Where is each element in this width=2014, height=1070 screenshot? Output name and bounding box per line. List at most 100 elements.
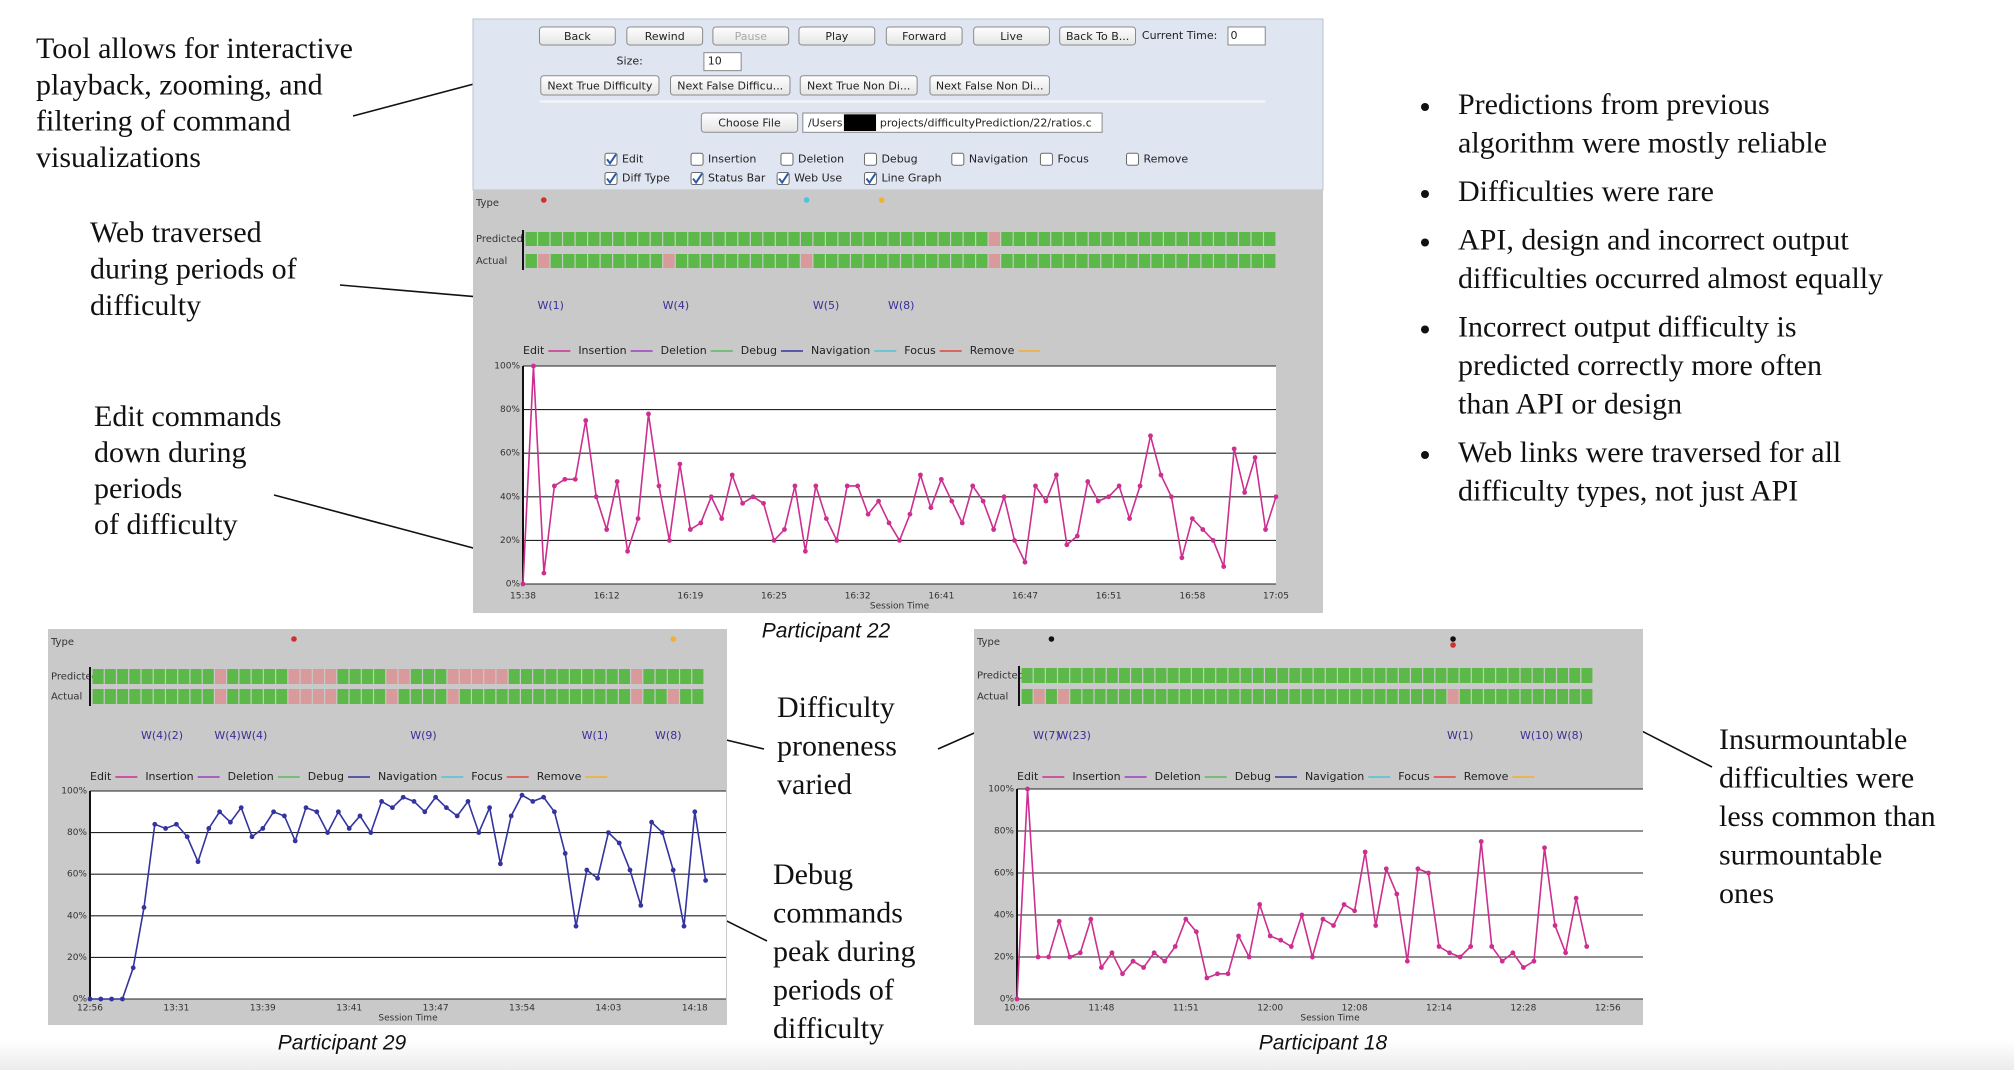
button-label[interactable]: Next False Non Di... <box>936 79 1044 92</box>
data-point <box>109 996 114 1002</box>
checkbox-label[interactable]: Edit <box>622 152 644 165</box>
status-segment <box>1239 254 1251 268</box>
button-label[interactable]: Forward <box>902 30 946 43</box>
checkbox-label[interactable]: Diff Type <box>622 172 670 185</box>
x-tick-label: 12:08 <box>1342 1004 1368 1014</box>
button-frame[interactable] <box>973 26 1050 46</box>
button-frame[interactable] <box>538 26 616 46</box>
button[interactable]: Play <box>798 26 876 46</box>
button-label[interactable]: Next False Difficu... <box>677 79 783 92</box>
button-frame[interactable] <box>540 75 660 96</box>
checkbox-label[interactable]: Debug <box>881 152 917 165</box>
checkbox-box[interactable] <box>780 152 794 166</box>
button-label[interactable]: Next True Non Di... <box>807 79 910 92</box>
checkbox-box[interactable] <box>1126 152 1140 166</box>
data-point <box>991 527 997 532</box>
checkbox-check[interactable] <box>606 172 617 185</box>
button-frame[interactable] <box>799 75 918 96</box>
status-segment <box>625 232 638 246</box>
status-segment <box>1101 232 1113 246</box>
button-label[interactable]: Pause <box>735 30 768 43</box>
button[interactable]: Live <box>973 26 1050 46</box>
checkbox-box[interactable] <box>690 152 704 166</box>
data-point <box>761 500 766 506</box>
checkbox-label[interactable]: Web Use <box>794 172 842 185</box>
button-frame[interactable] <box>885 26 963 46</box>
status-segment <box>1338 689 1349 704</box>
status-segment <box>1191 668 1203 683</box>
status-segment <box>1581 668 1593 683</box>
button[interactable]: Next True Difficulty <box>540 75 660 96</box>
checkbox[interactable]: Remove <box>1126 152 1189 166</box>
button[interactable]: Back <box>538 26 616 46</box>
button[interactable]: Pause <box>712 26 790 46</box>
checkbox-label[interactable]: Navigation <box>969 152 1028 165</box>
button-frame[interactable] <box>700 112 799 133</box>
checkbox[interactable]: Edit <box>604 152 644 166</box>
button[interactable]: Forward <box>885 26 963 46</box>
size-input[interactable] <box>703 52 742 72</box>
current-time-label: Current Time: <box>1142 29 1217 42</box>
button-label[interactable]: Next True Difficulty <box>547 79 653 92</box>
bullet-dot <box>1421 103 1429 111</box>
checkbox-box[interactable] <box>1039 152 1053 166</box>
status-segment <box>650 254 663 268</box>
checkbox-label[interactable]: Focus <box>1057 152 1089 165</box>
checkbox-label[interactable]: Status Bar <box>708 172 766 185</box>
button-frame[interactable] <box>670 75 791 96</box>
button-label[interactable]: Live <box>1000 30 1023 43</box>
checkbox[interactable]: Focus <box>1039 152 1089 166</box>
checkbox-label[interactable]: Remove <box>1144 152 1189 165</box>
button-label[interactable]: Play <box>825 30 848 43</box>
checkbox-box[interactable] <box>951 152 965 166</box>
status-segment <box>951 232 963 246</box>
button[interactable]: Choose File <box>700 112 799 133</box>
button[interactable]: Next False Non Di... <box>929 75 1050 96</box>
data-point <box>1573 895 1579 901</box>
button-frame[interactable] <box>1059 26 1136 46</box>
status-segment <box>1398 689 1410 704</box>
path-field[interactable] <box>802 112 1103 133</box>
data-point <box>1426 870 1431 876</box>
status-segment <box>1013 254 1026 268</box>
bullet-text: Web links were traversed for all <box>1458 436 1841 469</box>
checkbox-check[interactable] <box>692 172 703 185</box>
status-segment <box>1557 689 1569 704</box>
checkbox[interactable]: Web Use <box>776 172 842 186</box>
button-frame[interactable] <box>712 26 790 46</box>
button-label[interactable]: Choose File <box>718 117 781 130</box>
button[interactable]: Rewind <box>626 26 704 46</box>
checkbox-label[interactable]: Line Graph <box>881 172 941 185</box>
x-tick-label: 12:56 <box>77 1004 103 1014</box>
checkbox-box[interactable] <box>863 152 877 166</box>
button[interactable]: Next True Non Di... <box>799 75 918 96</box>
status-segment <box>926 254 938 268</box>
status-segment <box>484 689 496 704</box>
checkbox[interactable]: Line Graph <box>863 172 942 186</box>
button-label[interactable]: Rewind <box>645 30 685 43</box>
checkbox[interactable]: Deletion <box>780 152 844 166</box>
checkbox[interactable]: Status Bar <box>690 172 766 186</box>
checkbox-check[interactable] <box>865 172 877 185</box>
checkbox[interactable]: Navigation <box>951 152 1028 166</box>
button-frame[interactable] <box>798 26 876 46</box>
checkbox[interactable]: Debug <box>863 152 918 166</box>
button[interactable]: Back To B... <box>1059 26 1136 46</box>
button-label[interactable]: Back To B... <box>1066 30 1129 43</box>
button[interactable]: Next False Difficu... <box>670 75 791 96</box>
status-segment <box>1118 668 1130 683</box>
data-point <box>292 838 298 844</box>
checkbox[interactable]: Insertion <box>690 152 756 166</box>
checkbox-check[interactable] <box>778 172 789 185</box>
current-time-input[interactable] <box>1227 26 1266 46</box>
checkbox-label[interactable]: Deletion <box>798 152 844 165</box>
button-frame[interactable] <box>626 26 704 46</box>
data-point <box>1415 866 1421 872</box>
button-frame[interactable] <box>929 75 1050 96</box>
checkbox[interactable]: Diff Type <box>604 172 670 186</box>
status-segment <box>1496 668 1508 683</box>
checkbox-check[interactable] <box>606 153 617 166</box>
button-label[interactable]: Back <box>564 30 591 43</box>
data-point <box>928 505 934 511</box>
checkbox-label[interactable]: Insertion <box>708 152 756 165</box>
